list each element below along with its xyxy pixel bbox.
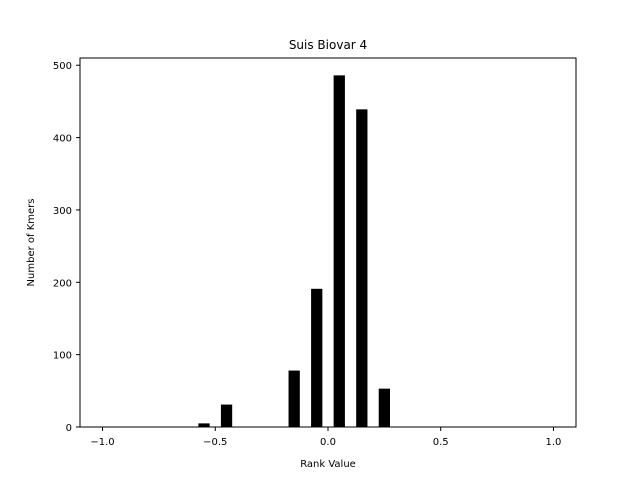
x-tick-label: −0.5 bbox=[203, 437, 227, 448]
bar-3 bbox=[311, 288, 323, 427]
y-axis-label: Number of Kmers bbox=[26, 199, 37, 287]
bar-2 bbox=[288, 370, 300, 427]
bar-0 bbox=[198, 423, 210, 427]
x-tick-label: 1.0 bbox=[546, 437, 562, 448]
chart-title: Suis Biovar 4 bbox=[289, 38, 367, 52]
x-axis-label: Rank Value bbox=[300, 459, 356, 470]
bar-5 bbox=[356, 109, 368, 427]
bar-1 bbox=[220, 404, 233, 427]
y-axis: 0 100 200 300 400 500 bbox=[53, 61, 80, 434]
bar-6 bbox=[378, 388, 390, 427]
y-tick-label: 400 bbox=[53, 134, 72, 145]
bar-4 bbox=[333, 75, 345, 427]
x-tick-label: 0.0 bbox=[320, 437, 336, 448]
bars-group bbox=[198, 75, 390, 427]
x-axis: −1.0 −0.5 0.0 0.5 1.0 bbox=[90, 427, 561, 448]
y-tick-label: 100 bbox=[53, 351, 72, 362]
y-tick-label: 500 bbox=[53, 61, 72, 72]
y-tick-label: 0 bbox=[66, 423, 72, 434]
x-tick-label: 0.5 bbox=[433, 437, 449, 448]
y-tick-label: 300 bbox=[53, 206, 72, 217]
plot-area-frame bbox=[79, 57, 577, 428]
x-tick-label: −1.0 bbox=[90, 437, 114, 448]
y-tick-label: 200 bbox=[53, 278, 72, 289]
